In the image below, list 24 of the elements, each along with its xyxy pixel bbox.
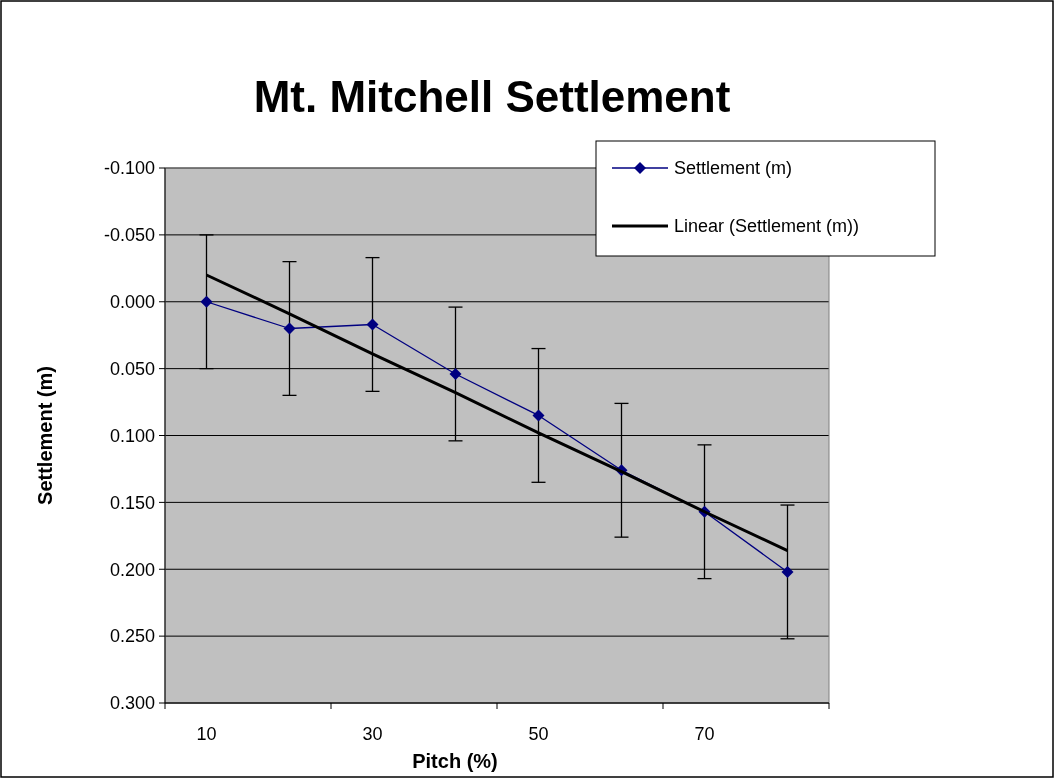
legend-label: Linear (Settlement (m)) xyxy=(674,216,860,237)
y-tick-label: 0.200 xyxy=(109,559,155,580)
point xyxy=(449,367,462,380)
point xyxy=(781,565,794,578)
x-tick-label: 10 xyxy=(196,724,217,744)
point xyxy=(283,322,296,335)
chart-title: Mt. Mitchell Settlement xyxy=(253,72,731,121)
y-tick-label: 0.050 xyxy=(109,358,155,379)
y-tick-label: 0.150 xyxy=(109,492,155,513)
x-axis-title: Pitch (%) xyxy=(412,750,498,772)
y-tick-label: 0.100 xyxy=(109,425,155,446)
point xyxy=(200,295,213,308)
y-tick-label: -0.050 xyxy=(103,225,155,246)
x-tick-label: 50 xyxy=(528,724,549,744)
x-tick-label: 30 xyxy=(362,724,383,744)
point xyxy=(366,318,379,331)
y-tick-label: 0.250 xyxy=(109,626,155,647)
x-tick-label: 70 xyxy=(694,724,715,744)
point xyxy=(532,409,545,422)
y-axis-title: Settlement (m) xyxy=(34,366,56,505)
y-tick-label: -0.100 xyxy=(103,158,155,179)
y-tick-label: 0.000 xyxy=(109,292,155,313)
legend-label: Settlement (m) xyxy=(674,158,793,179)
y-tick-label: 0.300 xyxy=(109,693,155,714)
